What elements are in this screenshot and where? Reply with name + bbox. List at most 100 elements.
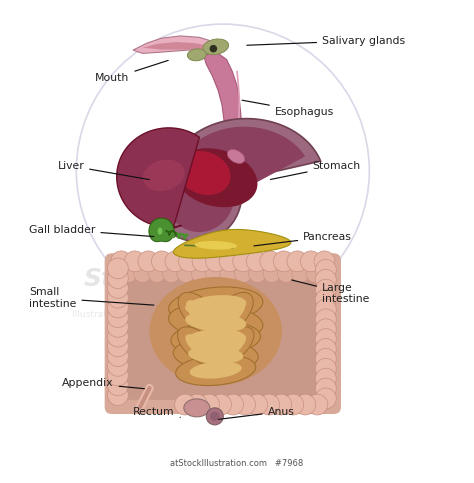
- Ellipse shape: [177, 151, 230, 195]
- Polygon shape: [185, 295, 246, 315]
- Circle shape: [108, 316, 128, 337]
- Circle shape: [108, 287, 128, 308]
- Circle shape: [273, 251, 294, 272]
- Circle shape: [314, 251, 335, 272]
- Circle shape: [316, 289, 336, 310]
- FancyBboxPatch shape: [124, 270, 322, 400]
- Text: Esophagus: Esophagus: [242, 100, 334, 116]
- Ellipse shape: [228, 149, 245, 163]
- Ellipse shape: [150, 277, 282, 385]
- Circle shape: [259, 394, 280, 415]
- Circle shape: [210, 45, 217, 53]
- Circle shape: [316, 309, 336, 330]
- Polygon shape: [178, 292, 220, 334]
- Text: Mouth: Mouth: [95, 60, 168, 84]
- Polygon shape: [117, 128, 200, 228]
- Ellipse shape: [143, 159, 185, 191]
- Polygon shape: [211, 292, 253, 334]
- Circle shape: [108, 258, 128, 279]
- Circle shape: [119, 265, 137, 283]
- Circle shape: [206, 408, 223, 425]
- Circle shape: [211, 394, 231, 415]
- Text: Appendix: Appendix: [62, 378, 145, 389]
- Circle shape: [179, 251, 200, 272]
- Circle shape: [210, 412, 219, 421]
- Circle shape: [163, 265, 180, 283]
- Polygon shape: [133, 36, 213, 54]
- Polygon shape: [178, 327, 221, 366]
- Circle shape: [316, 259, 336, 280]
- Polygon shape: [169, 303, 263, 340]
- Circle shape: [316, 368, 336, 389]
- Polygon shape: [154, 119, 320, 242]
- Circle shape: [295, 394, 316, 415]
- Circle shape: [108, 384, 128, 406]
- Circle shape: [108, 375, 128, 396]
- Circle shape: [234, 265, 252, 283]
- Polygon shape: [176, 355, 256, 385]
- Text: Pancreas: Pancreas: [254, 232, 352, 246]
- Circle shape: [191, 265, 209, 283]
- Ellipse shape: [203, 39, 228, 55]
- Polygon shape: [143, 42, 209, 50]
- Circle shape: [271, 394, 292, 415]
- Polygon shape: [187, 329, 245, 348]
- Circle shape: [249, 265, 266, 283]
- Circle shape: [165, 251, 186, 272]
- Circle shape: [108, 297, 128, 318]
- Circle shape: [206, 251, 227, 272]
- Text: Rectum: Rectum: [133, 407, 180, 417]
- Polygon shape: [149, 218, 174, 242]
- Circle shape: [174, 394, 195, 415]
- Text: atStockIllustration.com   #7968: atStockIllustration.com #7968: [170, 459, 304, 468]
- Circle shape: [187, 394, 208, 415]
- Polygon shape: [219, 334, 246, 359]
- Polygon shape: [169, 287, 263, 324]
- Circle shape: [192, 251, 213, 272]
- Circle shape: [223, 394, 244, 415]
- Circle shape: [287, 251, 308, 272]
- Polygon shape: [185, 334, 213, 358]
- Ellipse shape: [157, 227, 162, 235]
- Circle shape: [316, 319, 336, 340]
- Circle shape: [316, 378, 336, 399]
- Circle shape: [277, 265, 295, 283]
- Circle shape: [206, 265, 223, 283]
- Circle shape: [260, 251, 281, 272]
- Circle shape: [108, 326, 128, 347]
- Circle shape: [316, 339, 336, 359]
- Text: Anus: Anus: [219, 407, 295, 419]
- Ellipse shape: [174, 148, 257, 207]
- Circle shape: [283, 394, 304, 415]
- Circle shape: [263, 265, 281, 283]
- Circle shape: [292, 265, 310, 283]
- Circle shape: [316, 358, 336, 379]
- Circle shape: [148, 265, 166, 283]
- Polygon shape: [185, 312, 246, 332]
- Polygon shape: [173, 229, 291, 258]
- Circle shape: [108, 278, 128, 298]
- Circle shape: [108, 365, 128, 386]
- Polygon shape: [186, 300, 212, 327]
- Polygon shape: [164, 127, 305, 232]
- Circle shape: [108, 346, 128, 367]
- Circle shape: [111, 251, 132, 272]
- Circle shape: [307, 394, 328, 415]
- Polygon shape: [190, 361, 242, 379]
- Circle shape: [199, 394, 219, 415]
- Polygon shape: [188, 346, 243, 364]
- Circle shape: [152, 251, 172, 272]
- Circle shape: [316, 279, 336, 300]
- Circle shape: [108, 307, 128, 327]
- Circle shape: [316, 328, 336, 350]
- Circle shape: [219, 251, 240, 272]
- Circle shape: [247, 394, 268, 415]
- Text: Stock: Stock: [83, 267, 162, 291]
- Polygon shape: [219, 300, 246, 327]
- Circle shape: [233, 251, 254, 272]
- Circle shape: [316, 388, 336, 409]
- Circle shape: [124, 251, 145, 272]
- Circle shape: [134, 265, 152, 283]
- Text: Gall bladder: Gall bladder: [29, 225, 154, 237]
- Circle shape: [246, 251, 267, 272]
